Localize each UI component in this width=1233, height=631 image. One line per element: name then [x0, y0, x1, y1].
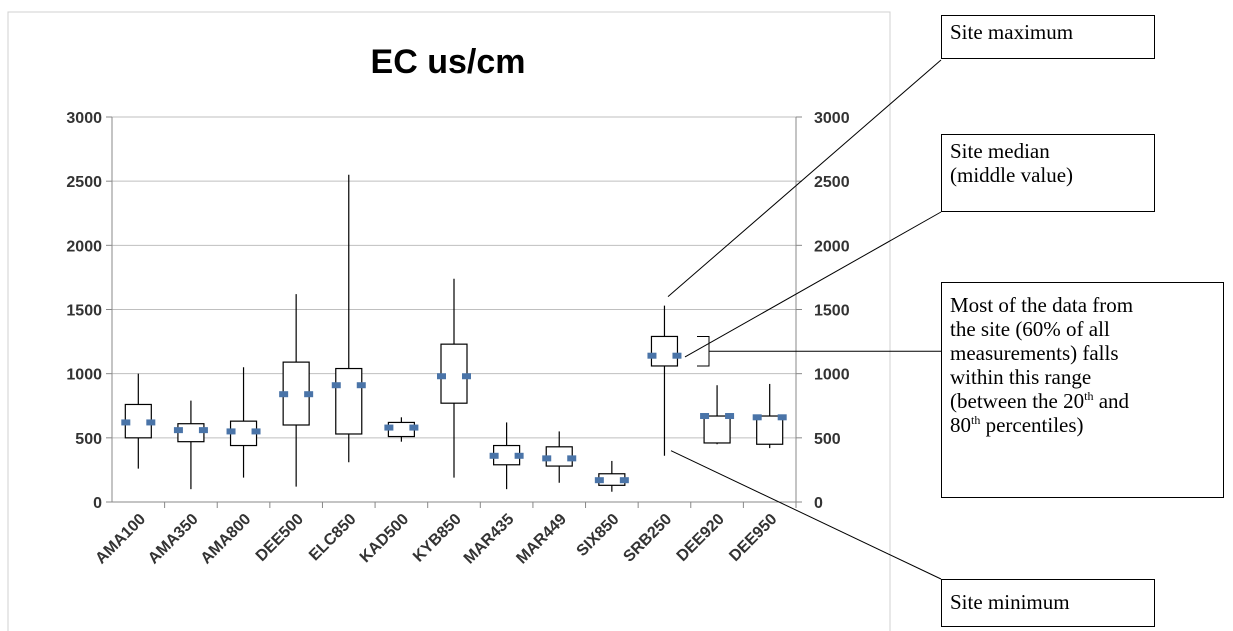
- percentile-box: [703, 415, 731, 444]
- median-marker: [725, 413, 735, 420]
- callout-range-line3: measurements) falls: [950, 341, 1119, 365]
- callout-site-minimum-text: Site minimum: [950, 590, 1070, 614]
- median-marker: [489, 452, 499, 459]
- boxplot-kad500: [384, 417, 419, 442]
- callout-range-line1: Most of the data from: [950, 293, 1134, 317]
- right-tick-label: 2000: [814, 238, 850, 255]
- left-tick-label: 500: [75, 431, 102, 448]
- right-tick-label: 1500: [814, 303, 850, 320]
- median-marker: [672, 352, 682, 359]
- median-marker: [752, 414, 762, 421]
- left-tick-label: 2000: [66, 238, 102, 255]
- right-y-axis: 0 500 1000 1500 2000 2500 3000: [795, 110, 850, 512]
- boxplot-mar449: [542, 431, 577, 483]
- median-marker: [279, 391, 289, 398]
- median-marker: [198, 427, 208, 434]
- left-tick-label: 2500: [66, 174, 102, 191]
- callout-site-median: Site median (middle value): [941, 134, 1155, 212]
- boxplot-elc850: [331, 174, 366, 463]
- median-marker: [462, 373, 471, 380]
- median-marker: [437, 373, 446, 380]
- callout-median-line1: Site median: [950, 139, 1050, 163]
- percentile-box: [335, 367, 363, 435]
- callout-site-maximum: Site maximum: [941, 15, 1155, 59]
- callout-percentile-range: Most of the data from the site (60% of a…: [941, 282, 1224, 498]
- leader-median: [684, 211, 942, 358]
- median-marker: [619, 477, 629, 484]
- boxplot-six850: [594, 460, 629, 492]
- boxplot-ama100: [121, 373, 156, 469]
- median-marker: [700, 413, 710, 420]
- right-tick-label: 1000: [814, 367, 850, 384]
- leader-min: [670, 450, 942, 580]
- median-marker: [356, 382, 366, 389]
- median-marker: [542, 455, 552, 462]
- boxplot-dee920: [700, 385, 735, 445]
- boxplot-dee950: [752, 383, 787, 449]
- callout-site-minimum: Site minimum: [941, 579, 1155, 627]
- left-tick-label: 3000: [66, 110, 102, 127]
- median-marker: [121, 419, 131, 426]
- percentile-box: [650, 335, 679, 367]
- callout-site-maximum-text: Site maximum: [950, 20, 1074, 44]
- median-marker: [384, 424, 394, 431]
- callout-leader-lines: [667, 59, 942, 580]
- boxplot-kyb850: [437, 278, 471, 478]
- left-tick-label: 0: [93, 495, 102, 512]
- percentile-box: [756, 415, 784, 445]
- right-tick-label: 0: [814, 495, 823, 512]
- median-marker: [514, 452, 524, 459]
- right-tick-label: 3000: [814, 110, 850, 127]
- chart-title: EC us/cm: [371, 43, 526, 81]
- median-marker: [173, 427, 183, 434]
- callout-range-line2: the site (60% of all: [950, 317, 1110, 341]
- left-y-axis: 0 500 1000 1500 2000 2500 3000: [66, 110, 113, 512]
- median-marker: [304, 391, 314, 398]
- right-tick-label: 500: [814, 431, 841, 448]
- callout-median-line2: (middle value): [950, 163, 1074, 187]
- median-marker: [409, 424, 419, 431]
- median-marker: [777, 414, 787, 421]
- median-marker: [331, 382, 341, 389]
- median-marker: [226, 428, 236, 435]
- median-marker: [647, 352, 657, 359]
- right-tick-label: 2500: [814, 174, 850, 191]
- boxplot-ama800: [226, 367, 261, 478]
- boxplot-srb250: [647, 305, 682, 456]
- median-marker: [567, 455, 577, 462]
- boxplot-dee500: [279, 294, 314, 487]
- callout-range-line4: within this range: [950, 365, 1092, 389]
- boxplot-mar435: [489, 422, 524, 490]
- median-marker: [146, 419, 156, 426]
- leader-max: [667, 59, 942, 298]
- boxplots: [121, 174, 787, 492]
- boxplot-ama350: [173, 400, 208, 490]
- median-marker: [594, 477, 604, 484]
- median-marker: [251, 428, 261, 435]
- callout-range-line6: 80th percentiles): [950, 413, 1084, 437]
- left-tick-label: 1500: [66, 303, 102, 320]
- left-tick-label: 1000: [66, 367, 102, 384]
- chart-frame: [7, 11, 891, 631]
- callout-range-line5: (between the 20th and: [950, 389, 1130, 413]
